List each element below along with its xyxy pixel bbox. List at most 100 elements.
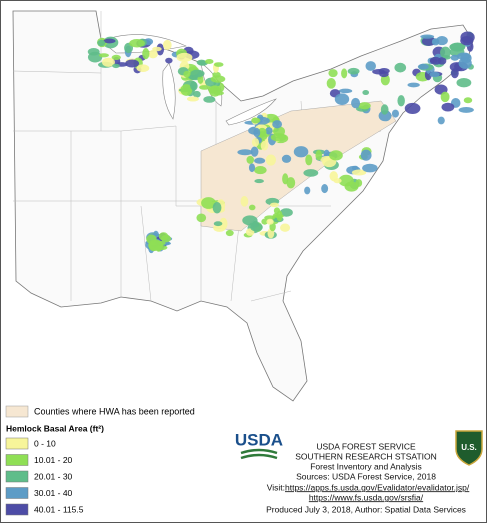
- hemlock-patch: [265, 127, 273, 135]
- legend-title: Hemlock Basal Area (ft²): [6, 423, 104, 433]
- hemlock-areas: [87, 31, 475, 254]
- hemlock-patch: [246, 155, 255, 164]
- legend-swatch: [5, 487, 29, 499]
- hemlock-patch: [456, 78, 472, 88]
- hemlock-patch: [265, 154, 277, 166]
- hemlock-patch: [266, 218, 274, 225]
- usda-logo-waves: [240, 448, 278, 460]
- hemlock-patch: [98, 53, 109, 58]
- hemlock-patch: [192, 90, 201, 98]
- hemlock-patch: [251, 117, 261, 124]
- hemlock-patch: [441, 102, 455, 112]
- hemlock-patch: [280, 223, 291, 232]
- hemlock-patch: [213, 62, 224, 67]
- hemlock-patch: [190, 69, 205, 78]
- hemlock-patch: [253, 127, 261, 138]
- hemlock-patch: [305, 154, 313, 166]
- hemlock-patch: [176, 52, 193, 62]
- hemlock-patch: [129, 39, 145, 48]
- sources: Sources: USDA Forest Service, 2018: [296, 471, 436, 481]
- hemlock-patch: [315, 149, 323, 161]
- hemlock-patch: [261, 218, 269, 225]
- hemlock-patch: [254, 165, 267, 175]
- hemlock-patch: [404, 102, 421, 114]
- hemlock-patch: [148, 50, 158, 59]
- hemlock-patch: [186, 96, 199, 102]
- hemlock-patch: [264, 215, 276, 220]
- hemlock-patch: [372, 69, 386, 75]
- hemlock-patch: [97, 39, 106, 47]
- hemlock-patch: [196, 213, 207, 223]
- hemlock-patch: [150, 240, 166, 246]
- hemlock-patch: [101, 57, 115, 67]
- program: Forest Inventory and Analysis: [310, 461, 422, 471]
- hemlock-patch: [270, 133, 287, 142]
- hemlock-patch: [112, 63, 120, 69]
- hemlock-patch: [338, 88, 353, 94]
- base-map: [12, 10, 475, 402]
- legend: Counties where HWA has been reported Hem…: [5, 405, 195, 516]
- hemlock-patch: [281, 154, 292, 163]
- hemlock-patch: [328, 69, 338, 78]
- hemlock-patch: [380, 104, 389, 115]
- credits: USDA FOREST SERVICE SOUTHERN RESEARCH ST…: [266, 441, 470, 514]
- hemlock-patch: [326, 78, 336, 89]
- hemlock-patch: [272, 120, 283, 129]
- legend-label: 40.01 - 115.5: [34, 504, 84, 514]
- hemlock-patch: [407, 82, 420, 88]
- hemlock-patch: [212, 201, 222, 214]
- visit: Visit:: [267, 482, 285, 492]
- hemlock-patch: [180, 84, 193, 96]
- hemlock-patch: [213, 221, 223, 227]
- hemlock-patch: [260, 140, 269, 151]
- hemlock-patch: [358, 102, 371, 110]
- lake-erie: [225, 98, 277, 126]
- legend-label: 30.01 - 40: [34, 488, 73, 498]
- hemlock-patch: [347, 67, 360, 75]
- hemlock-patch: [351, 97, 361, 109]
- hemlock-patch: [351, 169, 367, 176]
- hemlock-patch: [248, 163, 256, 173]
- hemlock-patch: [152, 46, 162, 52]
- legend-swatch: [5, 470, 29, 483]
- hemlock-patch: [417, 63, 429, 70]
- hemlock-patch: [212, 71, 221, 78]
- hemlock-patch: [293, 146, 309, 158]
- hemlock-patch: [378, 110, 392, 122]
- hemlock-patch: [431, 39, 440, 46]
- hemlock-patch: [286, 177, 296, 189]
- hemlock-patch: [199, 85, 210, 90]
- legend-swatch: [5, 503, 29, 516]
- link[interactable]: https://apps.fs.usda.gov/Evalidator/eval…: [285, 482, 470, 492]
- hemlock-patch: [237, 149, 253, 156]
- hemlock-patch: [362, 163, 378, 173]
- usda-logo: USDA: [235, 430, 283, 460]
- hemlock-patch: [355, 179, 363, 187]
- shield-text: U.S.: [461, 443, 477, 452]
- hemlock-patch: [430, 58, 438, 63]
- hemlock-patch: [87, 51, 103, 63]
- hemlock-patch: [303, 169, 319, 177]
- hemlock-patch: [248, 204, 256, 211]
- hemlock-patch: [321, 184, 329, 194]
- hwa-label: Counties where HWA has been reported: [34, 406, 195, 416]
- hemlock-patch: [240, 196, 249, 207]
- hemlock-patch: [394, 62, 407, 73]
- hemlock-patch: [209, 85, 221, 97]
- hemlock-patch: [429, 71, 440, 78]
- hemlock-patch: [365, 61, 376, 71]
- hemlock-patch: [111, 54, 121, 61]
- hemlock-patch: [273, 214, 284, 219]
- hemlock-patch: [458, 107, 474, 113]
- hemlock-patch: [269, 202, 279, 208]
- shield: [455, 430, 483, 466]
- legend-label: 10.01 - 20: [34, 455, 73, 465]
- hemlock-patch: [183, 70, 191, 78]
- hwa-swatch: [5, 405, 29, 418]
- hemlock-patch: [449, 43, 466, 51]
- link[interactable]: https://www.fs.usda.gov/srsfia/: [309, 492, 424, 502]
- hemlock-patch: [190, 81, 197, 91]
- hemlock-patch: [205, 59, 214, 65]
